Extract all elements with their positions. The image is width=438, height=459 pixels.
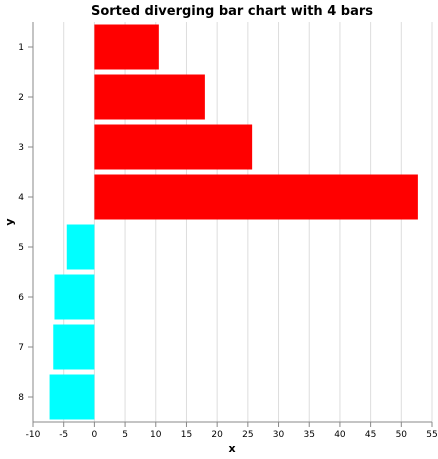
x-tick-label: 40 [334,430,346,440]
y-tick-label: 7 [18,343,24,353]
y-tick-label: 8 [18,393,24,403]
bars [49,24,418,420]
y-axis-label: y [3,218,16,225]
x-tick-label: -5 [59,430,68,440]
x-tick-label: 35 [304,430,315,440]
chart-title: Sorted diverging bar chart with 4 bars [91,4,373,19]
y-tick-label: 5 [18,243,24,253]
y-tick-label: 6 [18,293,24,303]
x-axis-label: x [228,442,235,455]
y-tick-label: 2 [18,93,24,103]
x-tick-label: 5 [122,430,128,440]
x-tick-label: 55 [426,430,437,440]
x-tick-label: 15 [181,430,192,440]
bar-8 [49,374,95,420]
x-tick-label: 20 [211,430,223,440]
axes [32,22,432,423]
x-tick-label: 50 [396,430,408,440]
y-tick-label: 3 [18,143,24,153]
bar-2 [94,74,205,120]
x-tick-label: 10 [150,430,162,440]
x-tick-label: 0 [92,430,98,440]
x-axis-ticks: -10 -5 0 5 10 15 20 25 30 35 40 45 50 55 [26,422,438,440]
bar-5 [66,224,95,270]
bar-3 [94,124,253,170]
x-tick-label: 45 [365,430,376,440]
bar-1 [94,24,159,70]
x-tick-label: 25 [242,430,253,440]
x-tick-label: 30 [273,430,285,440]
y-axis-ticks: 1 2 3 4 5 6 7 8 [18,43,33,403]
x-tick-label: -10 [26,430,41,440]
bar-7 [53,324,95,370]
y-tick-label: 1 [18,43,24,53]
y-tick-label: 4 [18,193,24,203]
bar-4 [94,174,418,220]
bar-6 [54,274,95,320]
